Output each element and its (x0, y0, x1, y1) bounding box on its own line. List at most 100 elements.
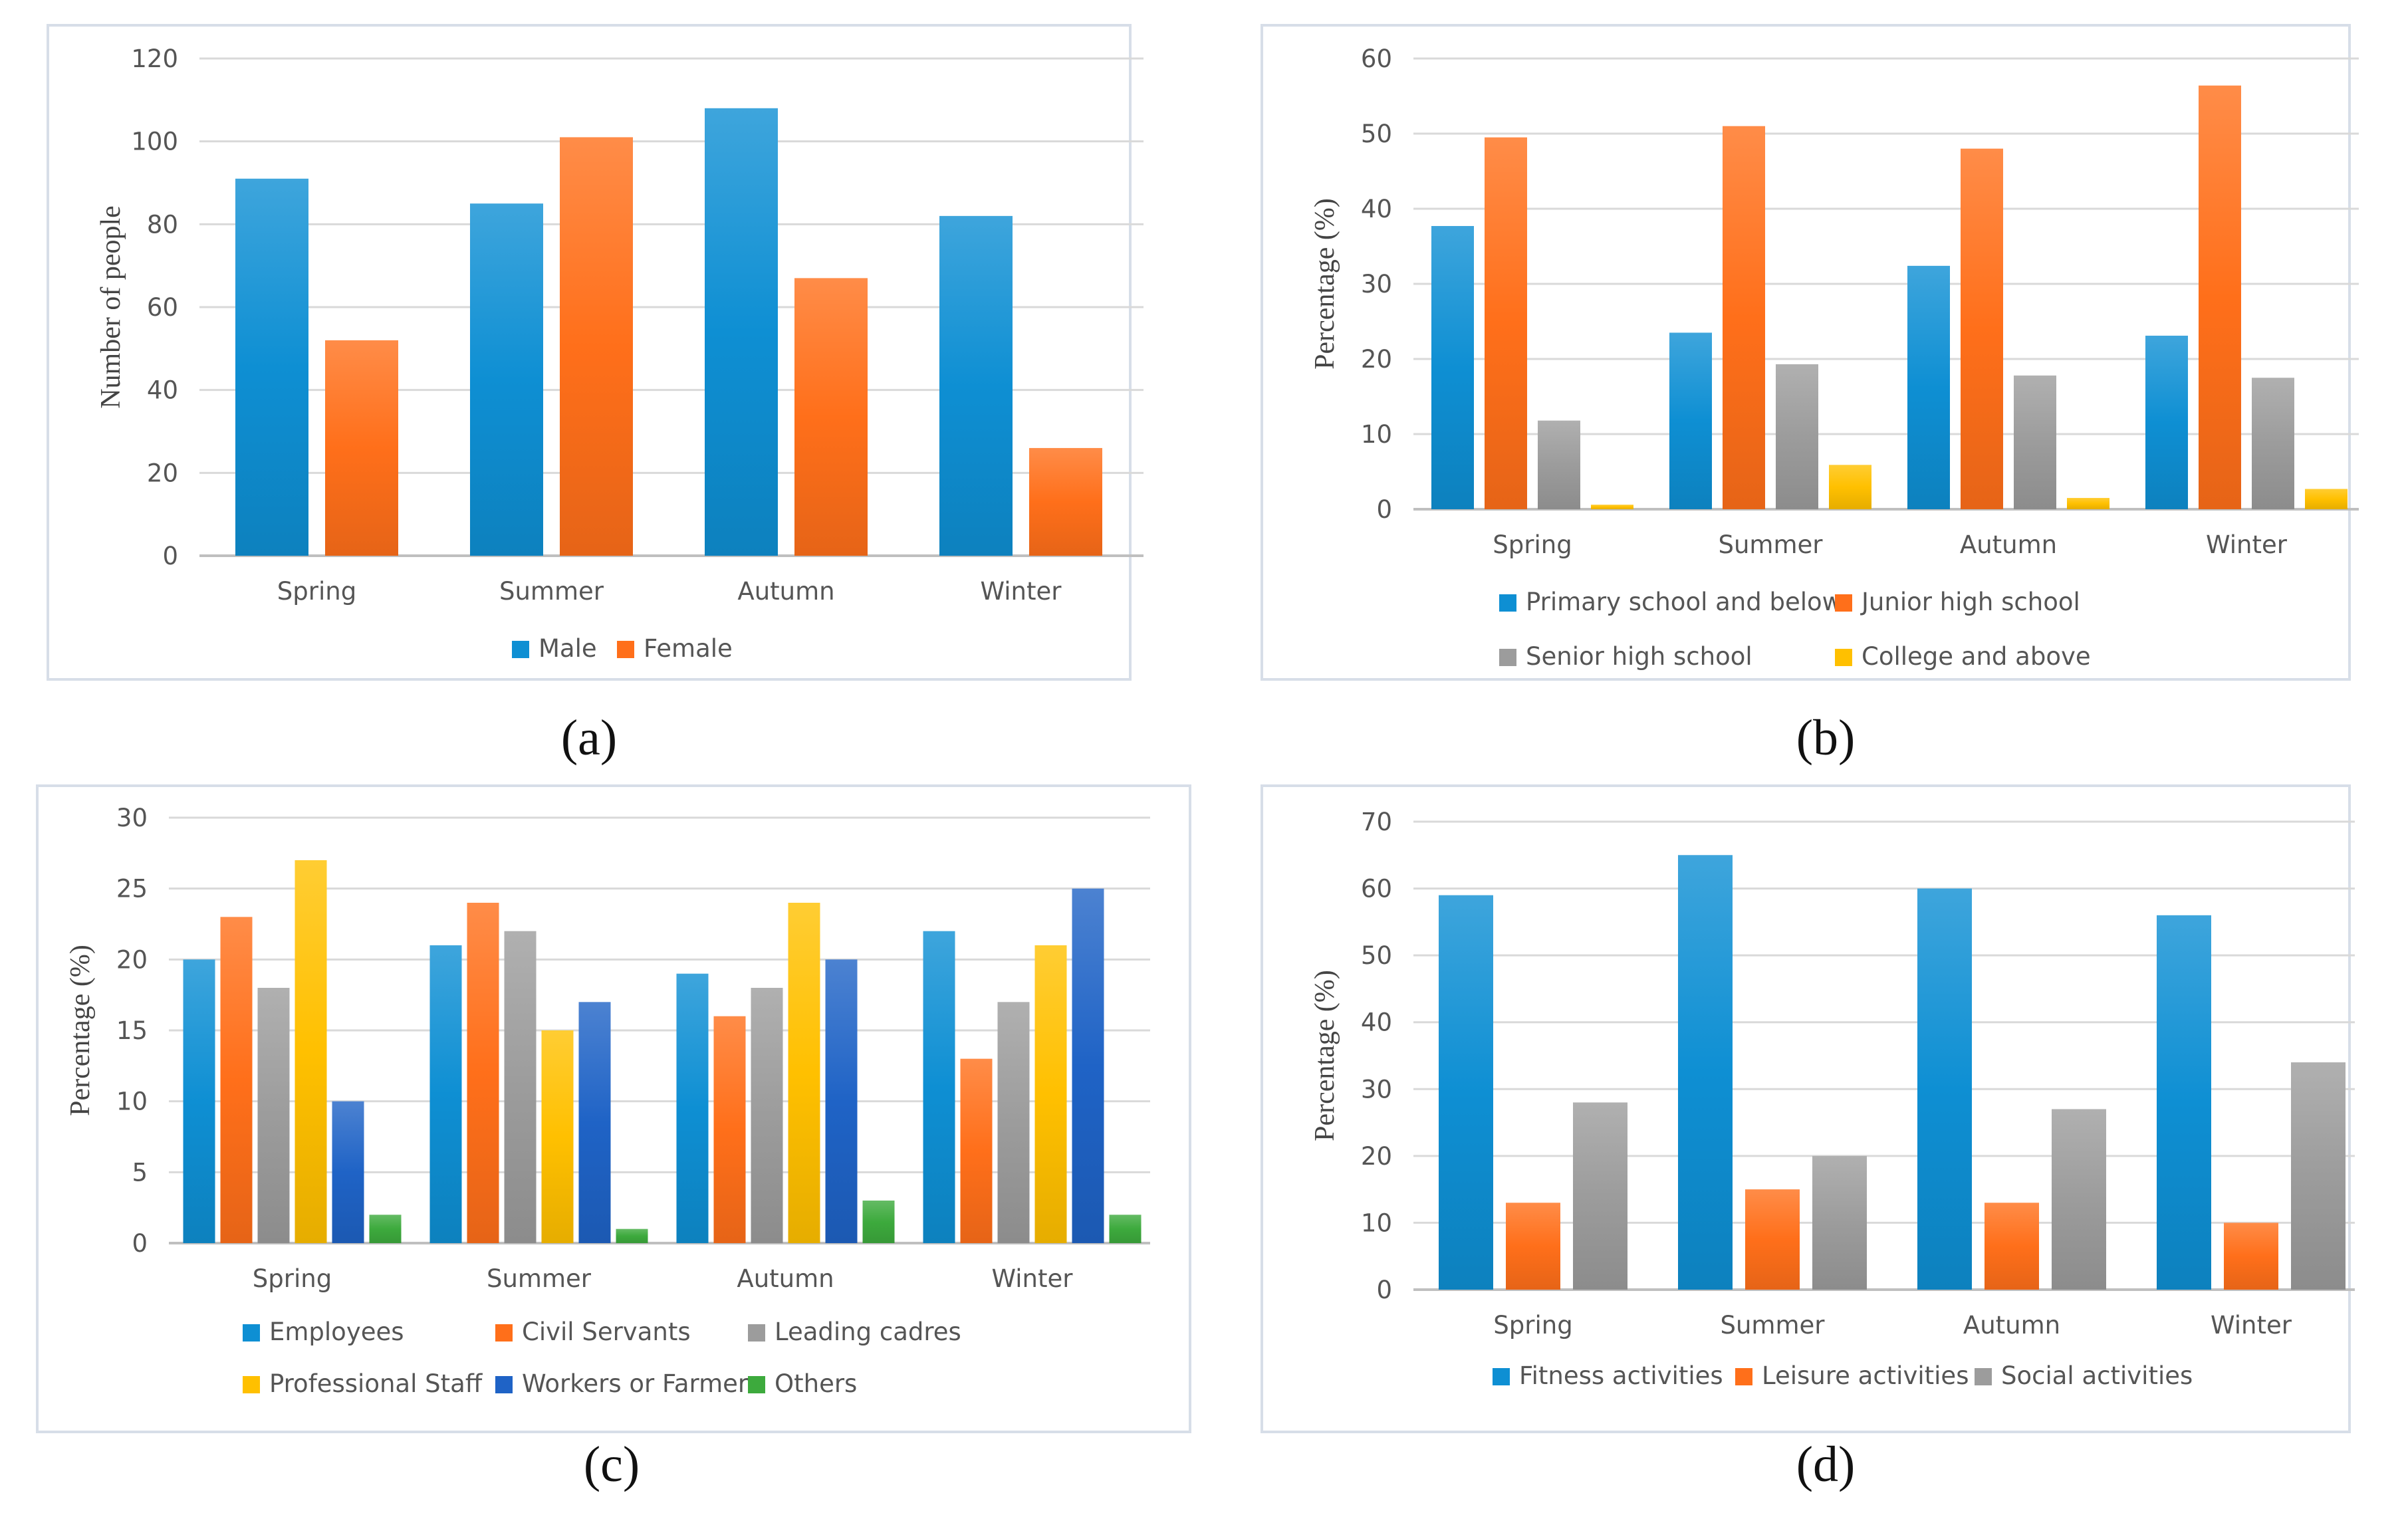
bar-c-professional-staff-autumn (788, 903, 820, 1243)
bar-b-senior-high-school-spring (1538, 420, 1580, 509)
bar-b-primary-school-and-below-summer (1669, 332, 1712, 509)
bar-a-female-spring (325, 340, 398, 556)
legend-label: Leading cadres (775, 1318, 961, 1346)
bar-d-fitness-activities-winter (2157, 915, 2211, 1290)
bar-c-others-autumn (862, 1201, 895, 1243)
y-tick-label: 60 (147, 293, 178, 322)
bar-b-college-and-above-summer (1829, 465, 1871, 509)
bar-d-leisure-activities-autumn (1985, 1203, 2039, 1290)
legend-label: Junior high school (1860, 588, 2080, 616)
bar-d-fitness-activities-autumn (1917, 888, 1972, 1290)
legend-label: Social activities (2001, 1361, 2193, 1390)
bar-c-employees-autumn (676, 973, 709, 1243)
x-tick-label: Winter (2211, 1311, 2292, 1340)
x-tick-label: Autumn (737, 577, 834, 606)
y-tick-label: 20 (116, 945, 148, 974)
bar-b-junior-high-school-autumn (1961, 148, 2003, 510)
x-tick-label: Summer (1721, 1311, 1826, 1340)
bar-c-professional-staff-winter (1034, 945, 1067, 1243)
bar-b-junior-high-school-winter (2199, 85, 2241, 509)
bar-b-college-and-above-autumn (2067, 498, 2109, 509)
y-tick-label: 80 (147, 210, 178, 239)
bar-d-social-activities-autumn (2052, 1109, 2106, 1290)
x-tick-label: Spring (253, 1264, 332, 1293)
bar-c-workers-or-farmers-winter (1072, 888, 1104, 1243)
legend-swatch (1499, 649, 1516, 666)
bar-b-college-and-above-spring (1591, 505, 1633, 509)
legend-label: Leisure activities (1762, 1361, 1969, 1390)
bar-c-professional-staff-spring (295, 860, 327, 1243)
panel-caption: (c) (584, 1437, 640, 1492)
legend-swatch (617, 641, 634, 658)
bar-d-fitness-activities-summer (1678, 855, 1733, 1290)
y-axis-label: Percentage (%) (1310, 970, 1340, 1141)
bar-b-college-and-above-winter (2305, 489, 2348, 509)
bar-b-primary-school-and-below-autumn (1907, 265, 1950, 509)
legend-label: Primary school and below (1526, 588, 1842, 616)
bar-c-leading-cadres-spring (257, 988, 290, 1243)
x-tick-label: Winter (2206, 530, 2288, 559)
y-tick-label: 10 (1361, 420, 1392, 449)
legend-swatch (1499, 594, 1516, 612)
y-tick-label: 25 (116, 875, 148, 903)
bar-d-leisure-activities-spring (1506, 1203, 1560, 1290)
chart-panel-a: 0 20 40 60 80 100 120 Number of people Spring Sum… (47, 24, 1144, 681)
legend-swatch (243, 1376, 260, 1393)
y-axis-label: Percentage (%) (1310, 198, 1340, 370)
legend-label: Employees (269, 1318, 404, 1346)
legend-label: Civil Servants (522, 1318, 691, 1346)
chart-panel-d: 0 10 20 30 40 50 60 70 Percentage (%) Spring Summe… (1261, 784, 2355, 1433)
bar-a-male-winter (939, 215, 1013, 556)
legend-label: Workers or Farmers (522, 1369, 761, 1398)
y-tick-label: 20 (1361, 1142, 1392, 1171)
y-tick-label: 10 (116, 1088, 148, 1116)
bar-d-leisure-activities-winter (2224, 1223, 2278, 1290)
x-tick-label: Autumn (737, 1264, 834, 1293)
y-tick-label: 20 (147, 459, 178, 487)
bar-c-civil-servants-spring (220, 917, 253, 1243)
bar-d-social-activities-summer (1812, 1155, 1867, 1290)
bar-d-fitness-activities-spring (1439, 895, 1493, 1290)
legend-label: Professional Staff (269, 1369, 483, 1398)
x-tick-label: Summer (1719, 530, 1824, 559)
legend-label: Fitness activities (1519, 1361, 1723, 1390)
y-tick-label: 0 (132, 1229, 148, 1258)
legend-swatch (748, 1376, 765, 1393)
bar-d-leisure-activities-summer (1745, 1189, 1800, 1290)
y-tick-label: 50 (1361, 941, 1392, 970)
y-tick-label: 40 (1361, 1008, 1392, 1037)
y-tick-label: 0 (1376, 495, 1392, 524)
bar-c-others-summer (616, 1228, 648, 1243)
bar-c-workers-or-farmers-autumn (825, 959, 858, 1243)
panel-caption: (b) (1796, 710, 1856, 766)
y-tick-label: 30 (1361, 270, 1392, 298)
panel-caption: (a) (561, 710, 617, 766)
x-tick-label: Winter (981, 577, 1062, 606)
bar-c-others-winter (1109, 1215, 1142, 1243)
bar-b-senior-high-school-autumn (2014, 375, 2056, 509)
bar-a-male-autumn (705, 108, 778, 556)
legend-label: College and above (1862, 642, 2091, 671)
bar-c-civil-servants-summer (467, 903, 499, 1243)
chart-panel-b: 0 10 20 30 40 50 60 Percentage (%) Spring Summer A… (1261, 24, 2359, 681)
legend-swatch (1835, 594, 1852, 612)
bar-c-civil-servants-autumn (713, 1016, 746, 1243)
y-tick-label: 100 (131, 128, 178, 156)
y-tick-label: 0 (1376, 1276, 1392, 1304)
bar-b-senior-high-school-winter (2252, 378, 2294, 509)
legend-swatch (748, 1324, 765, 1342)
bar-b-senior-high-school-summer (1776, 364, 1818, 509)
y-tick-label: 15 (116, 1016, 148, 1045)
y-axis-label: Percentage (%) (65, 945, 96, 1116)
x-tick-label: Winter (992, 1264, 1074, 1293)
y-tick-label: 5 (132, 1158, 148, 1187)
y-axis-label: Number of people (96, 205, 126, 409)
bar-a-female-autumn (794, 278, 868, 556)
y-tick-label: 120 (131, 45, 178, 73)
chart-panel-c: 0 5 10 15 20 25 30 Percentage (%) Spring Summer Au… (36, 784, 1191, 1433)
y-tick-label: 70 (1361, 808, 1392, 836)
legend-swatch (1735, 1368, 1752, 1385)
bar-c-others-spring (369, 1215, 402, 1243)
bar-a-male-summer (470, 203, 543, 556)
